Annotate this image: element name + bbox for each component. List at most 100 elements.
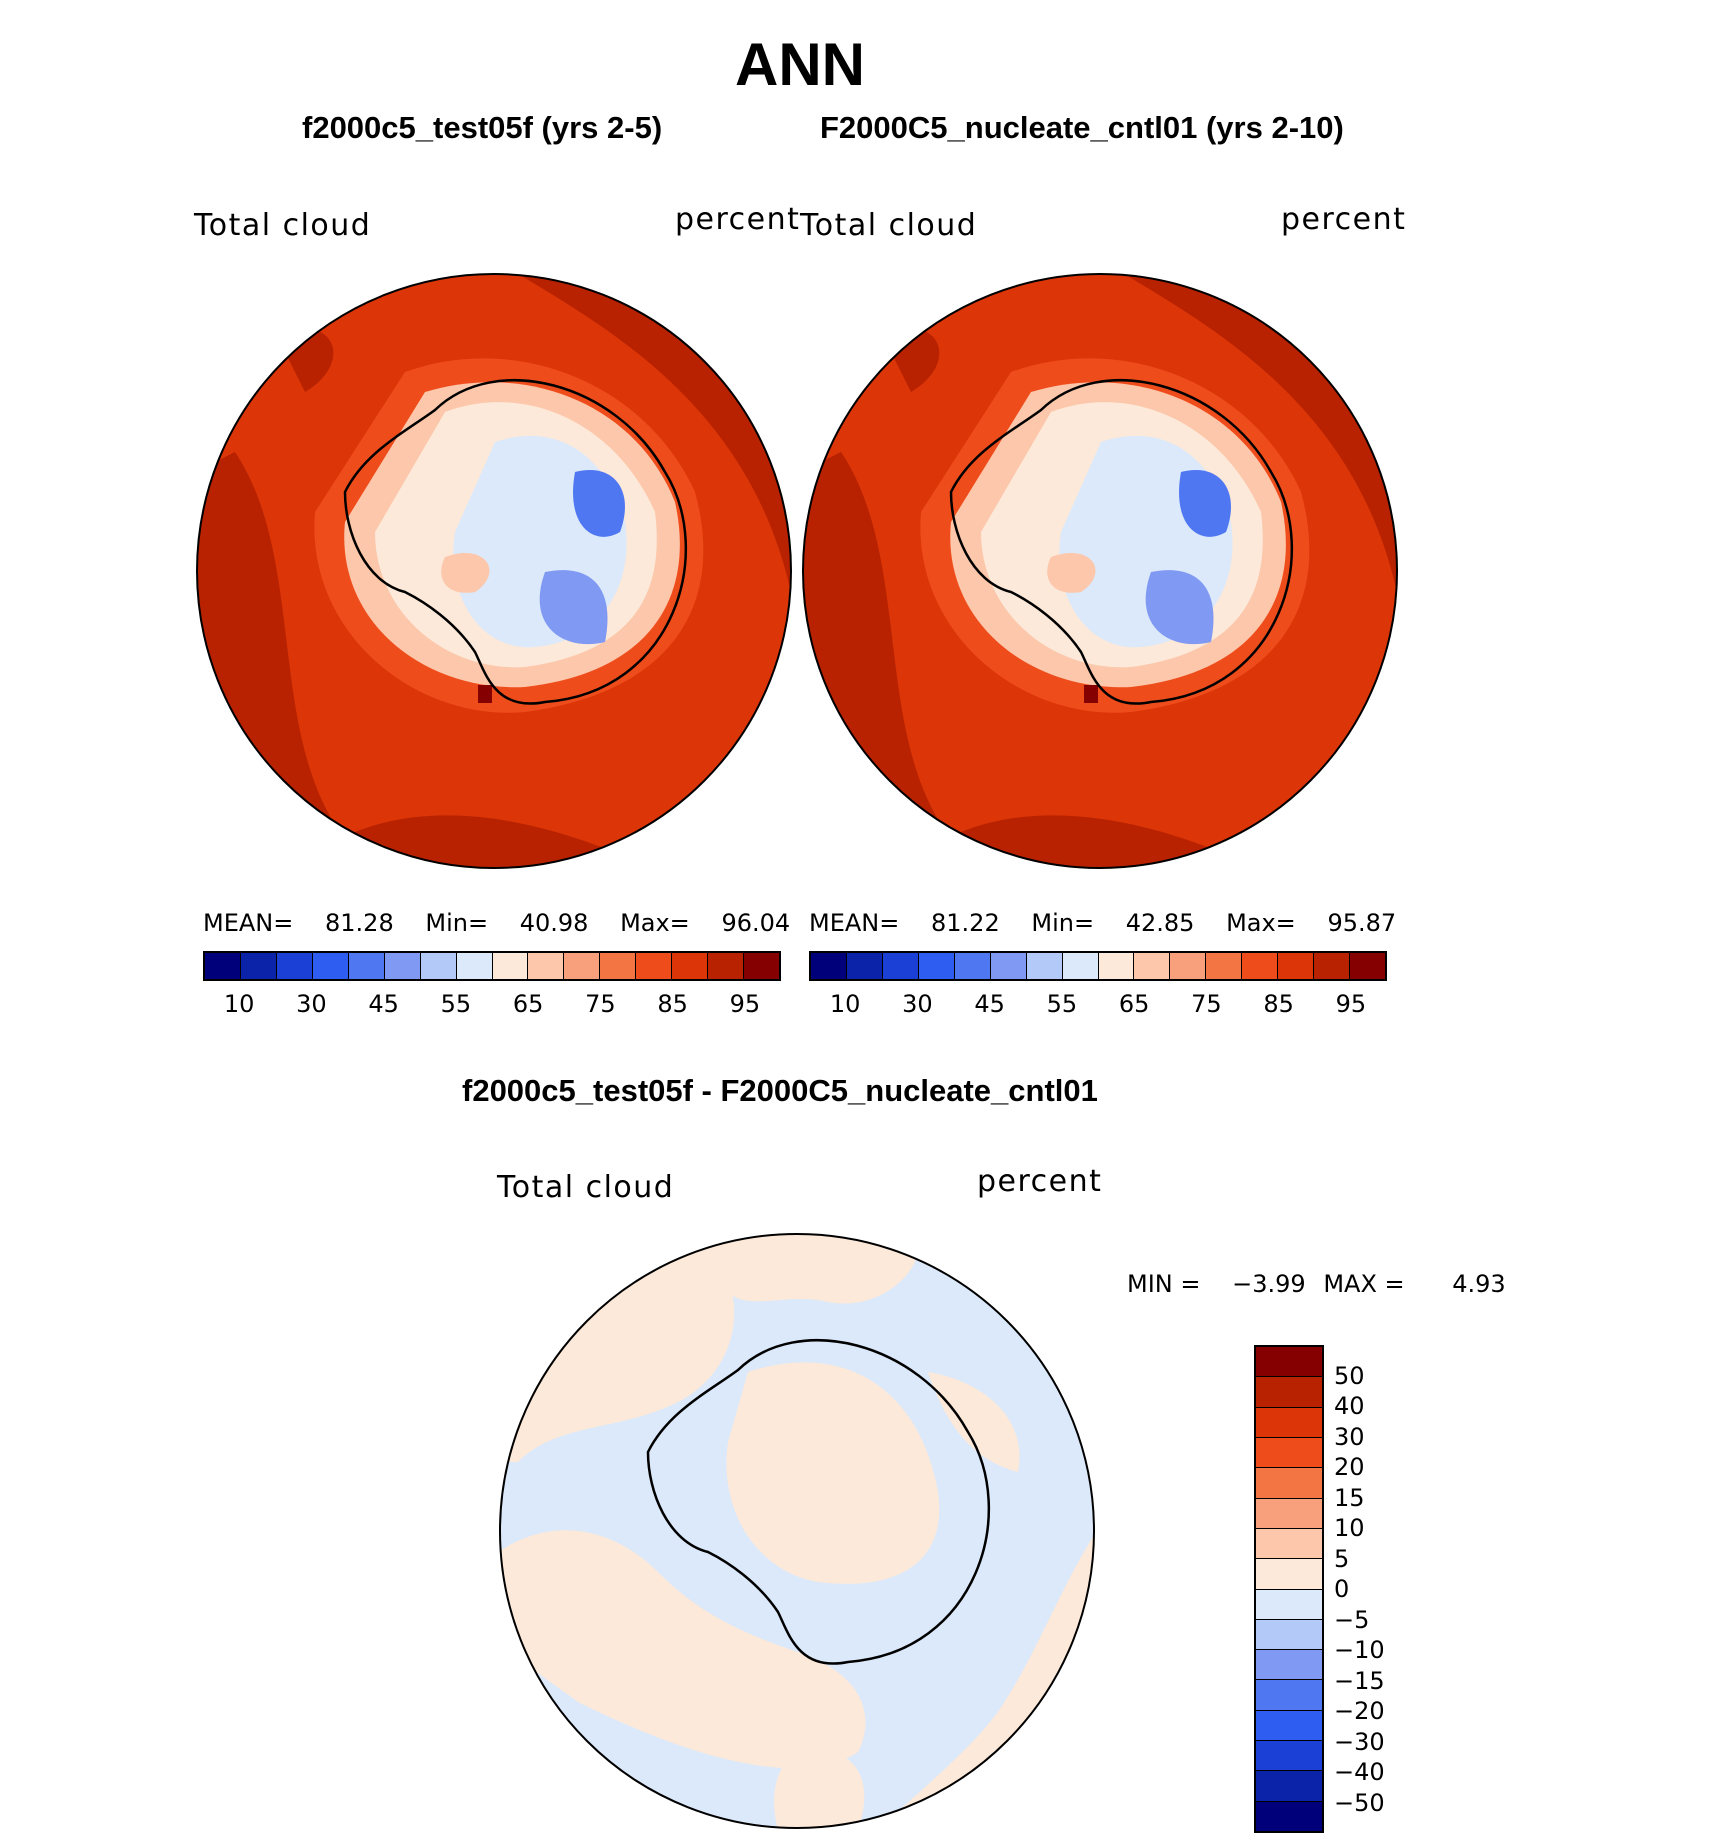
panel1-polar-map — [196, 273, 792, 869]
diff-colorbar-tick-label: −10 — [1334, 1636, 1385, 1664]
panel1-max-value: 96.04 — [721, 909, 791, 937]
panel1-colorbar-tick-label: 95 — [729, 990, 761, 1018]
diff-colorbar-tick-label: −40 — [1334, 1758, 1385, 1786]
panel2-variable-label: Total cloud — [800, 208, 978, 243]
panel2-colorbar-swatch-7 — [1062, 953, 1099, 979]
panel1-colorbar-swatch-1 — [240, 953, 277, 979]
panel2-colorbar-swatch-1 — [846, 953, 883, 979]
diff-colorbar — [1254, 1345, 1324, 1833]
panel2-colorbar-tick-label: 85 — [1263, 990, 1294, 1018]
diff-colorbar-tick-label: 40 — [1334, 1392, 1365, 1420]
panel1-colorbar-tick-label: 10 — [223, 990, 255, 1018]
panel1-colorbar-tick-label: 45 — [368, 990, 399, 1018]
diff-colorbar-swatch-2 — [1256, 1407, 1322, 1438]
panel1-colorbar-tick-label: 30 — [296, 990, 327, 1018]
panel1-mean-value: 81.28 — [325, 909, 394, 937]
panel2-colorbar-tick-label: 55 — [1046, 990, 1078, 1018]
diff-colorbar-tick-label: 5 — [1334, 1544, 1350, 1573]
panel2-mean-value: 81.22 — [931, 909, 1000, 937]
diff-minmax: MIN = −3.99 MAX = 4.93 — [1127, 1270, 1506, 1298]
panel2-colorbar-tick-label: 75 — [1191, 990, 1222, 1018]
panel2-colorbar — [809, 951, 1387, 981]
panel1-colorbar-swatch-0 — [205, 953, 241, 979]
panel1-case-title: f2000c5_test05f (yrs 2-5) — [302, 110, 663, 145]
panel1-max-label: Max= — [620, 909, 690, 937]
diff-colorbar-swatch-12 — [1256, 1710, 1322, 1742]
panel2-max-label: Max= — [1226, 909, 1296, 937]
panel1-colorbar-swatch-9 — [528, 953, 565, 979]
panel1-mean-label: MEAN= — [203, 909, 294, 937]
panel1-stats: MEAN= 81.28 Min= 40.98 Max= 96.04 — [203, 909, 790, 937]
panel1-colorbar-tick-label: 65 — [512, 990, 544, 1018]
diff-colorbar-tick-label: 10 — [1334, 1514, 1365, 1542]
diff-colorbar-swatch-11 — [1256, 1680, 1322, 1711]
diff-colorbar-swatch-8 — [1256, 1589, 1322, 1620]
panel1-colorbar-swatch-11 — [600, 953, 637, 979]
panel1-colorbar-tick-label: 85 — [657, 990, 688, 1018]
panel2-colorbar-tick-label: 10 — [829, 990, 861, 1018]
panel1-colorbar-swatch-2 — [276, 953, 313, 979]
diff-colorbar-swatch-3 — [1256, 1437, 1322, 1469]
diff-colorbar-swatch-9 — [1256, 1619, 1322, 1651]
diff-colorbar-swatch-6 — [1256, 1528, 1322, 1560]
panel2-units-label: percent — [1281, 202, 1407, 237]
diff-colorbar-tick-label: −30 — [1334, 1727, 1385, 1756]
panel1-colorbar-tick-label: 55 — [440, 990, 472, 1018]
diff-colorbar-swatch-1 — [1256, 1377, 1322, 1408]
diff-colorbar-swatch-0 — [1256, 1347, 1322, 1378]
diff-min-label: MIN = — [1127, 1270, 1201, 1298]
diff-max-label: MAX = — [1323, 1270, 1405, 1298]
panel2-max-value: 95.87 — [1327, 909, 1397, 937]
diff-colorbar-swatch-4 — [1256, 1468, 1322, 1499]
diff-polar-map — [499, 1233, 1095, 1829]
figure-title: ANN — [735, 31, 865, 98]
panel2-colorbar-swatch-2 — [882, 953, 919, 979]
panel1-colorbar-swatch-8 — [492, 953, 529, 979]
panel2-case-title: F2000C5_nucleate_cntl01 (yrs 2-10) — [820, 110, 1344, 145]
panel2-colorbar-tick-label: 95 — [1335, 990, 1367, 1018]
panel1-colorbar-swatch-10 — [564, 953, 601, 979]
panel1-colorbar-tick-label: 75 — [585, 990, 616, 1018]
panel2-colorbar-swatch-10 — [1170, 953, 1207, 979]
diff-colorbar-swatch-10 — [1256, 1650, 1322, 1681]
panel1-colorbar-swatch-7 — [456, 953, 493, 979]
panel2-colorbar-swatch-14 — [1314, 953, 1351, 979]
panel1-colorbar-swatch-6 — [420, 953, 457, 979]
panel2-colorbar-swatch-0 — [811, 953, 847, 979]
panel2-colorbar-ticks: 10 30 45 55 65 75 85 95 — [809, 990, 1387, 1020]
panel2-colorbar-swatch-3 — [918, 953, 955, 979]
diff-units-label: percent — [977, 1164, 1103, 1199]
panel1-colorbar — [203, 951, 781, 981]
panel2-colorbar-swatch-4 — [954, 953, 991, 979]
panel2-colorbar-swatch-12 — [1242, 953, 1279, 979]
panel1-colorbar-swatch-4 — [348, 953, 385, 979]
diff-min-value: −3.99 — [1232, 1270, 1306, 1298]
panel2-colorbar-swatch-9 — [1134, 953, 1171, 979]
diff-panel-title: f2000c5_test05f - F2000C5_nucleate_cntl0… — [462, 1073, 1098, 1108]
panel1-colorbar-swatch-3 — [312, 953, 349, 979]
panel2-colorbar-swatch-8 — [1098, 953, 1135, 979]
diff-colorbar-swatch-13 — [1256, 1741, 1322, 1772]
diff-colorbar-tick-label: −20 — [1334, 1697, 1385, 1725]
panel2-colorbar-tick-label: 30 — [902, 990, 933, 1018]
panel2-colorbar-swatch-11 — [1206, 953, 1243, 979]
diff-colorbar-tick-label: −50 — [1334, 1788, 1385, 1817]
panel1-variable-label: Total cloud — [194, 208, 372, 243]
diff-colorbar-swatch-5 — [1256, 1498, 1322, 1529]
panel1-units-label: percent — [675, 202, 801, 237]
panel2-min-label: Min= — [1031, 909, 1095, 937]
diff-colorbar-tick-label: −5 — [1334, 1605, 1370, 1634]
diff-variable-label: Total cloud — [497, 1170, 675, 1205]
panel2-min-value: 42.85 — [1125, 909, 1195, 937]
diff-max-value: 4.93 — [1452, 1270, 1506, 1298]
diff-colorbar-tick-label: 15 — [1334, 1483, 1365, 1512]
panel2-colorbar-swatch-6 — [1026, 953, 1063, 979]
panel1-min-value: 40.98 — [519, 909, 589, 937]
diff-colorbar-ticks: 50 40 30 20 15 10 5 0 −5 −10 −15 −20 −30 −40 −50 — [1334, 1345, 1454, 1833]
diff-colorbar-swatch-7 — [1256, 1559, 1322, 1590]
diff-colorbar-tick-label: 0 — [1334, 1575, 1350, 1603]
panel2-mean-label: MEAN= — [809, 909, 900, 937]
panel2-colorbar-swatch-5 — [990, 953, 1027, 979]
diff-colorbar-swatch-14 — [1256, 1771, 1322, 1802]
panel2-colorbar-tick-label: 45 — [974, 990, 1005, 1018]
